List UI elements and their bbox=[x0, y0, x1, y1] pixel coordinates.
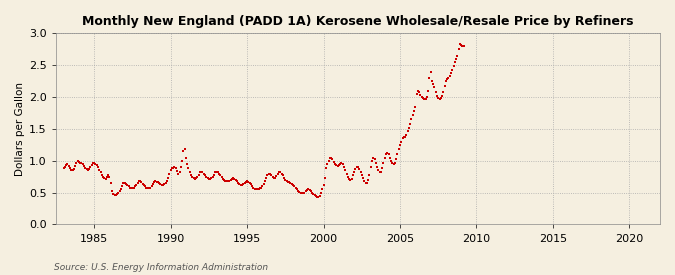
Y-axis label: Dollars per Gallon: Dollars per Gallon bbox=[15, 82, 25, 176]
Text: Source: U.S. Energy Information Administration: Source: U.S. Energy Information Administ… bbox=[54, 263, 268, 272]
Title: Monthly New England (PADD 1A) Kerosene Wholesale/Resale Price by Refiners: Monthly New England (PADD 1A) Kerosene W… bbox=[82, 15, 634, 28]
